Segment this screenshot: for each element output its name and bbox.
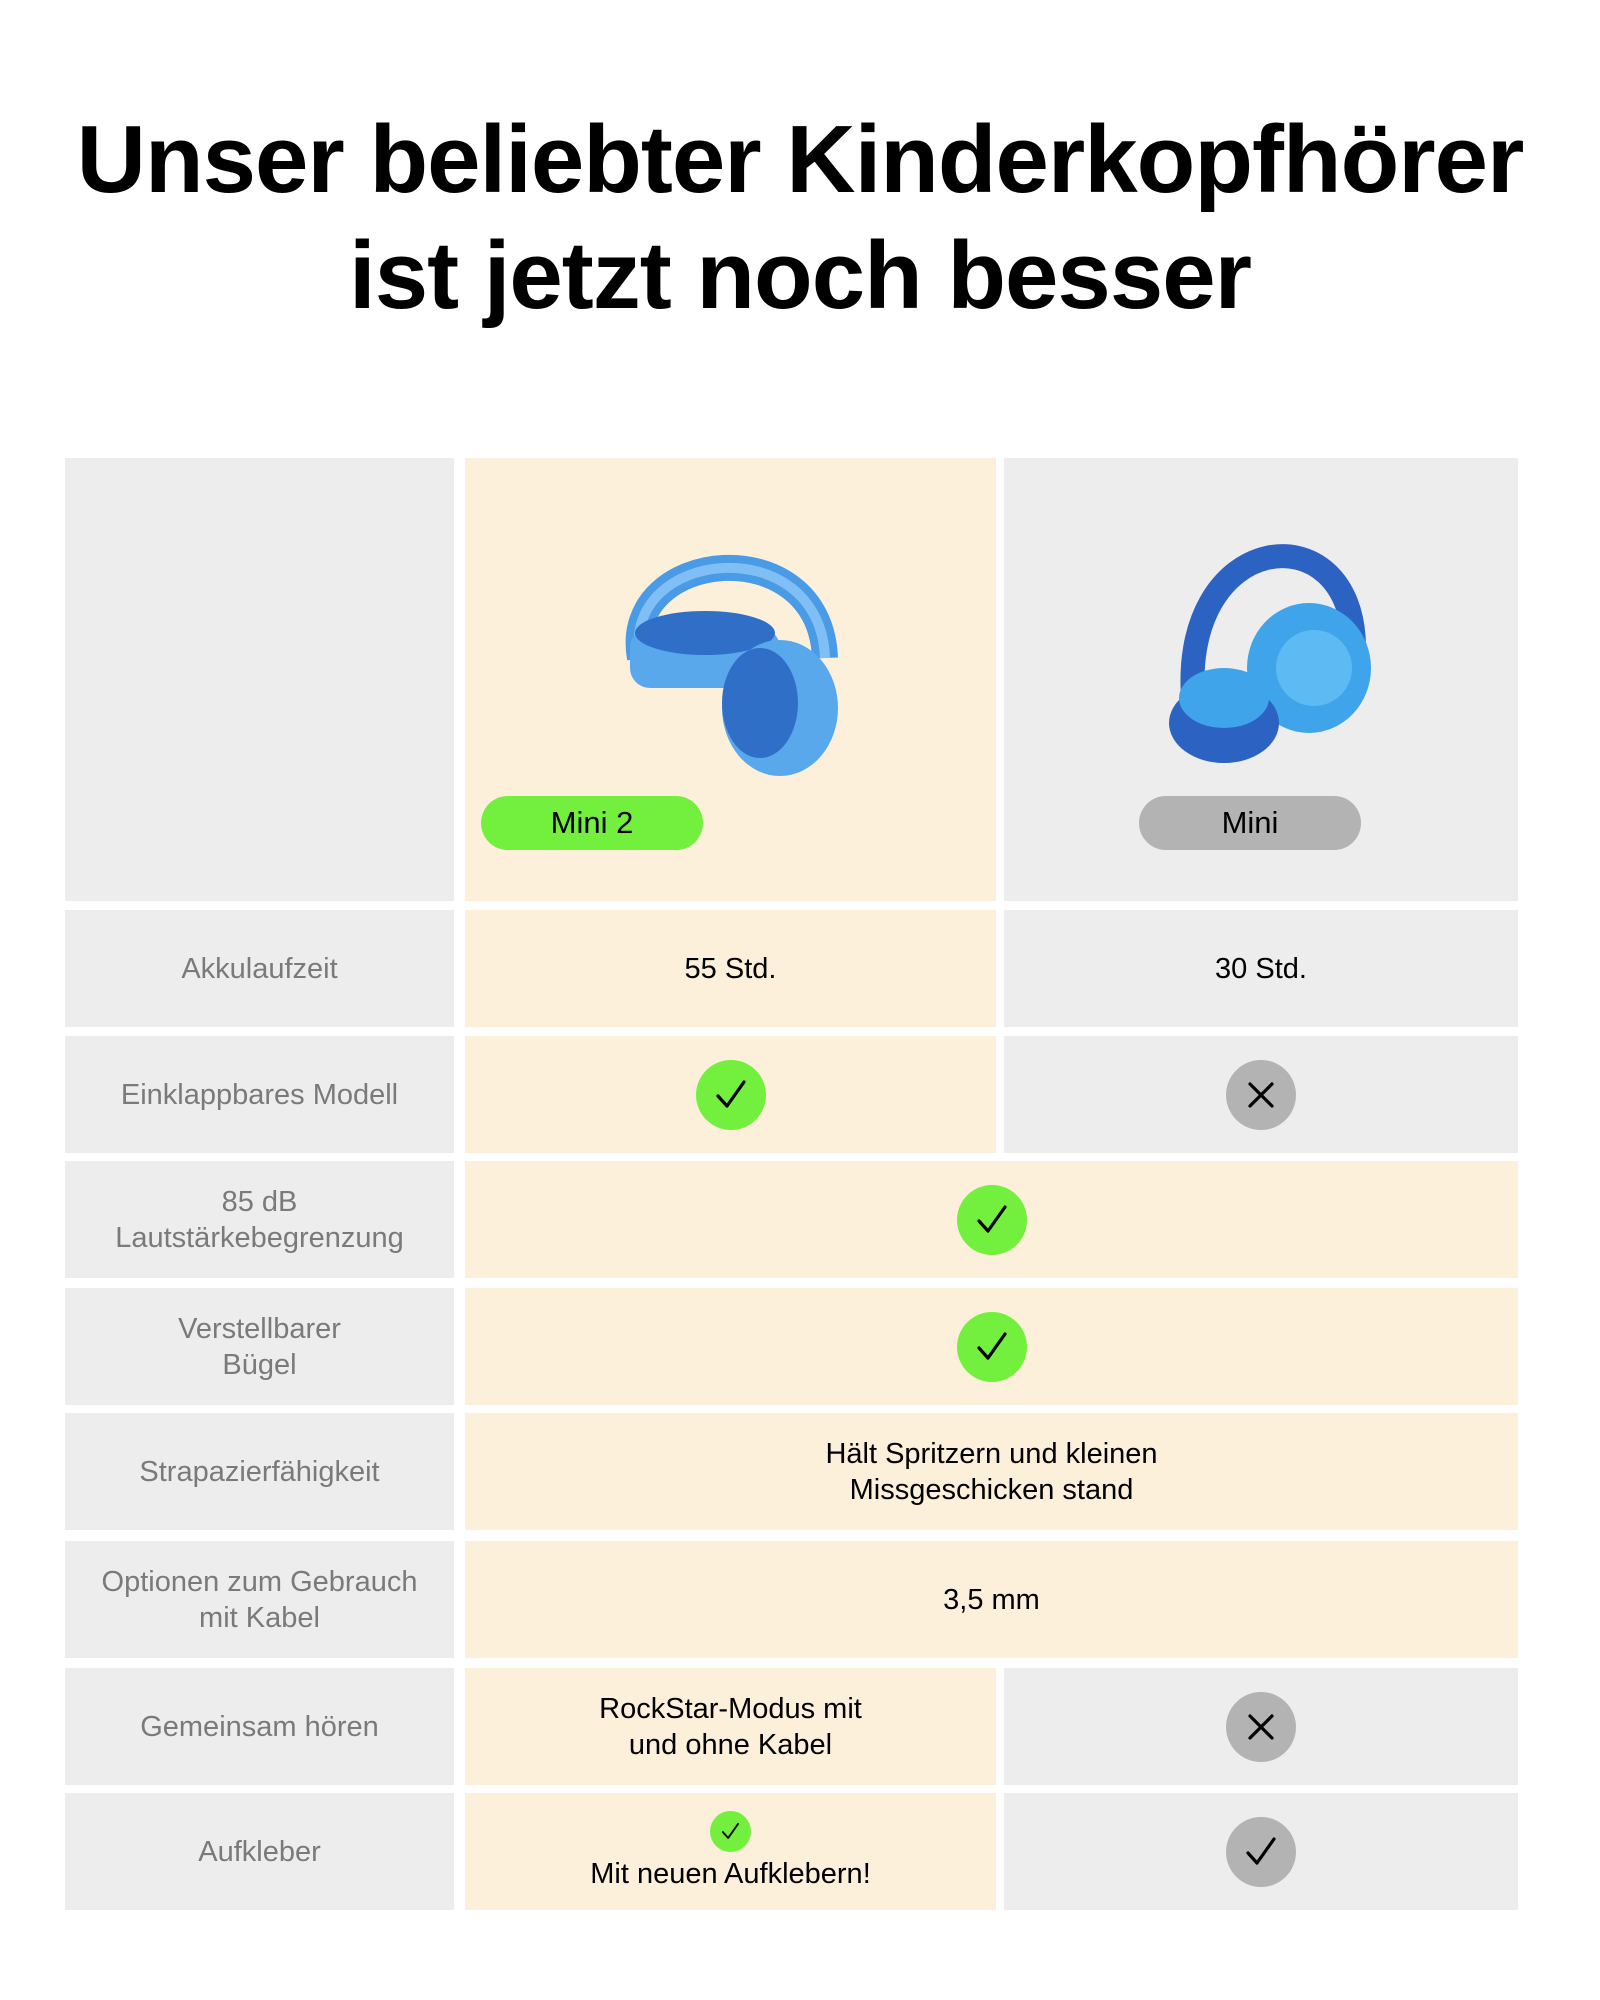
cell: Hält Spritzern und kleinen Missgeschicke… <box>465 1413 1518 1530</box>
cell-text: 85 dB Lautstärkebegrenzung <box>115 1185 404 1254</box>
product-pill: Mini 2 <box>481 796 703 850</box>
cell-text: Einklappbares Modell <box>120 1078 399 1111</box>
row-label: Akkulaufzeit <box>65 910 454 1027</box>
row-label: Strapazierfähigkeit <box>65 1413 454 1530</box>
cell <box>1004 1668 1518 1785</box>
product-image <box>1169 544 1371 763</box>
product-pill: Mini <box>1139 796 1361 850</box>
cell-text: Verstellbarer Bügel <box>178 1312 341 1381</box>
cell: 3,5 mm <box>465 1541 1518 1658</box>
cell-text: Optionen zum Gebrauch mit Kabel <box>101 1565 418 1634</box>
row-label: Aufkleber <box>65 1793 454 1910</box>
header-mini: Mini <box>1004 458 1518 901</box>
cell-text: Aufkleber <box>198 1835 321 1868</box>
product-image <box>625 555 838 776</box>
title-line: ist jetzt noch besser <box>349 222 1252 329</box>
cell-text: RockStar-Modus mit und ohne Kabel <box>599 1692 862 1761</box>
header-empty <box>65 458 454 901</box>
cell <box>465 1161 1518 1278</box>
check-icon <box>710 1811 751 1852</box>
cross-icon <box>1226 1059 1296 1130</box>
cell <box>1004 1036 1518 1153</box>
cell <box>1004 1793 1518 1910</box>
row-label: Einklappbares Modell <box>65 1036 454 1153</box>
row-label: Gemeinsam hören <box>65 1668 454 1785</box>
row-label: Optionen zum Gebrauch mit Kabel <box>65 1541 454 1658</box>
check-icon <box>956 1311 1027 1382</box>
cell: 55 Std. <box>465 910 996 1027</box>
cell <box>465 1288 1518 1405</box>
row-label: Verstellbarer Bügel <box>65 1288 454 1405</box>
title-line: Unser beliebter Kinderkopfhörer <box>76 106 1525 213</box>
cell-text: 3,5 mm <box>943 1583 1040 1616</box>
row-label: 85 dB Lautstärkebegrenzung <box>65 1161 454 1278</box>
check-icon <box>695 1059 766 1130</box>
cell <box>465 1036 996 1153</box>
cross-icon <box>1226 1691 1296 1762</box>
check-icon <box>1226 1816 1296 1887</box>
cell-text: 55 Std. <box>684 952 777 985</box>
cell-text: Akkulaufzeit <box>181 952 338 985</box>
header-mini2: Mini 2 <box>465 458 996 901</box>
cell: Mit neuen Aufklebern! <box>465 1793 996 1910</box>
cell: RockStar-Modus mit und ohne Kabel <box>465 1668 996 1785</box>
cell-text: Hält Spritzern und kleinen Missgeschicke… <box>825 1437 1158 1506</box>
cell-text: Strapazierfähigkeit <box>139 1455 380 1488</box>
cell: 30 Std. <box>1004 910 1518 1027</box>
cell-text: 30 Std. <box>1215 952 1307 985</box>
cell-text: Mit neuen Aufklebern! <box>590 1858 871 1890</box>
cell-text: Gemeinsam hören <box>140 1710 379 1743</box>
check-icon <box>956 1184 1027 1255</box>
